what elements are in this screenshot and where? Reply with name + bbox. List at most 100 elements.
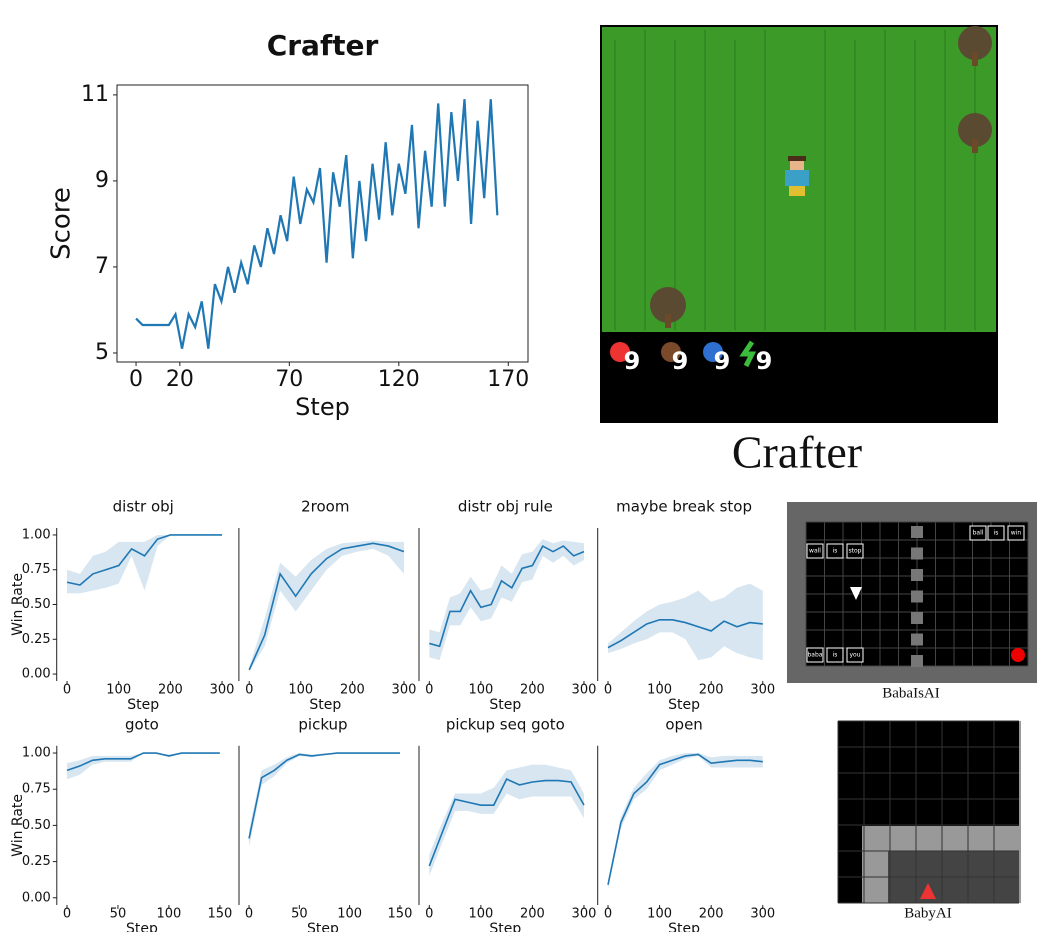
confidence-band — [608, 753, 763, 889]
x-tick-label: 100 — [468, 907, 493, 922]
x-axis-label: Step — [668, 921, 700, 932]
tile-word: is — [833, 652, 838, 659]
x-tick-label: 300 — [572, 907, 597, 922]
hud-count: 9 — [624, 347, 641, 375]
x-axis-label: Step — [309, 697, 341, 713]
y-tick-label: 5 — [95, 340, 109, 365]
tile-word: wall — [809, 548, 821, 555]
x-tick-label: 0 — [425, 907, 433, 922]
x-tick-label: 50 — [291, 907, 308, 922]
y-tick-label: 0.00 — [22, 890, 51, 905]
x-tick-label: 150 — [388, 907, 413, 922]
win-rate-line — [608, 754, 763, 884]
x-tick-label: 200 — [699, 683, 724, 698]
x-tick-label: 70 — [275, 367, 303, 392]
wall-block — [911, 612, 923, 624]
x-tick-label: 100 — [156, 907, 181, 922]
hud-count: 9 — [714, 347, 731, 375]
x-tick-label: 200 — [699, 907, 724, 922]
x-tick-label: 120 — [378, 367, 420, 392]
tile-word: is — [833, 548, 838, 555]
tile-word: win — [1011, 530, 1022, 537]
tile-word: is — [994, 530, 999, 537]
x-axis-label: Step — [295, 393, 350, 421]
x-tick-label: 100 — [288, 683, 313, 698]
confidence-band — [429, 539, 584, 660]
x-tick-label: 300 — [392, 683, 417, 698]
x-tick-label: 100 — [647, 907, 672, 922]
x-tick-label: 20 — [166, 367, 194, 392]
x-tick-label: 0 — [425, 683, 433, 698]
x-axis-label: Step — [668, 697, 700, 713]
tile-word: ball — [973, 530, 984, 537]
crafter-caption: Crafter — [732, 427, 862, 478]
tile-word: stop — [849, 548, 862, 555]
chart-title: distr obj rule — [458, 498, 553, 516]
chart-title: pickup seq goto — [446, 715, 565, 733]
x-axis-label: Step — [489, 921, 521, 932]
confidence-band — [249, 753, 400, 847]
y-tick-label: 0.25 — [22, 854, 51, 869]
babyai-caption: BabyAI — [904, 905, 952, 921]
y-axis-label: Score — [47, 187, 77, 260]
hud-count: 9 — [756, 347, 773, 375]
x-tick-label: 200 — [520, 683, 545, 698]
win-rate-line — [67, 753, 220, 770]
y-tick-label: 0.00 — [22, 667, 51, 682]
wall-block — [911, 591, 923, 603]
tile-word: you — [849, 652, 860, 659]
x-axis-label: Step — [126, 921, 158, 932]
confidence-band — [67, 535, 222, 593]
x-axis-label: Step — [307, 921, 339, 932]
y-tick-label: 0.25 — [22, 632, 51, 647]
y-axis-label: Win Rate — [10, 573, 26, 636]
x-tick-label: 150 — [207, 907, 232, 922]
y-tick-label: 0.50 — [22, 597, 51, 612]
chart-title: maybe break stop — [616, 498, 752, 516]
chart-title: 2room — [301, 498, 349, 516]
x-tick-label: 0 — [604, 683, 612, 698]
tile-word: baba — [808, 652, 823, 659]
x-tick-label: 0 — [604, 907, 612, 922]
wall-block — [911, 634, 923, 646]
wall-block — [911, 548, 923, 560]
babyai-screenshot — [838, 721, 1020, 903]
x-tick-label: 300 — [750, 907, 775, 922]
x-tick-label: 170 — [487, 367, 529, 392]
crafter-screenshot — [600, 25, 998, 423]
x-tick-label: 200 — [520, 907, 545, 922]
chart-title: pickup — [298, 715, 347, 733]
chart-title: goto — [125, 715, 159, 733]
y-axis-label: Win Rate — [10, 794, 26, 857]
x-tick-label: 0 — [63, 683, 71, 698]
x-tick-label: 100 — [647, 683, 672, 698]
x-tick-label: 0 — [245, 683, 253, 698]
x-axis-label: Step — [489, 697, 521, 713]
x-tick-label: 50 — [110, 907, 127, 922]
x-tick-label: 200 — [158, 683, 183, 698]
x-tick-label: 100 — [106, 683, 131, 698]
wall-block — [911, 569, 923, 581]
x-tick-label: 0 — [63, 907, 71, 922]
wall-block — [911, 655, 923, 667]
babaisai-caption: BabaIsAI — [882, 685, 939, 701]
y-tick-label: 0.75 — [22, 782, 51, 797]
wall-block — [911, 526, 923, 538]
y-tick-label: 1.00 — [22, 527, 51, 542]
x-tick-label: 200 — [340, 683, 365, 698]
chart-title: open — [665, 715, 702, 733]
chart-title: Crafter — [267, 29, 379, 62]
x-tick-label: 100 — [337, 907, 362, 922]
x-tick-label: 300 — [572, 683, 597, 698]
y-tick-label: 7 — [95, 254, 109, 279]
y-tick-label: 1.00 — [22, 746, 51, 761]
x-tick-label: 100 — [468, 683, 493, 698]
y-tick-label: 11 — [81, 82, 109, 107]
confidence-band — [67, 753, 220, 779]
y-tick-label: 9 — [95, 168, 109, 193]
hud-count: 9 — [672, 347, 689, 375]
x-tick-label: 0 — [245, 907, 253, 922]
y-tick-label: 0.50 — [22, 818, 51, 833]
figure: Crafter BabaIsAI BabyAI ball is win wall is s… — [0, 0, 1039, 932]
score-line — [136, 99, 497, 348]
